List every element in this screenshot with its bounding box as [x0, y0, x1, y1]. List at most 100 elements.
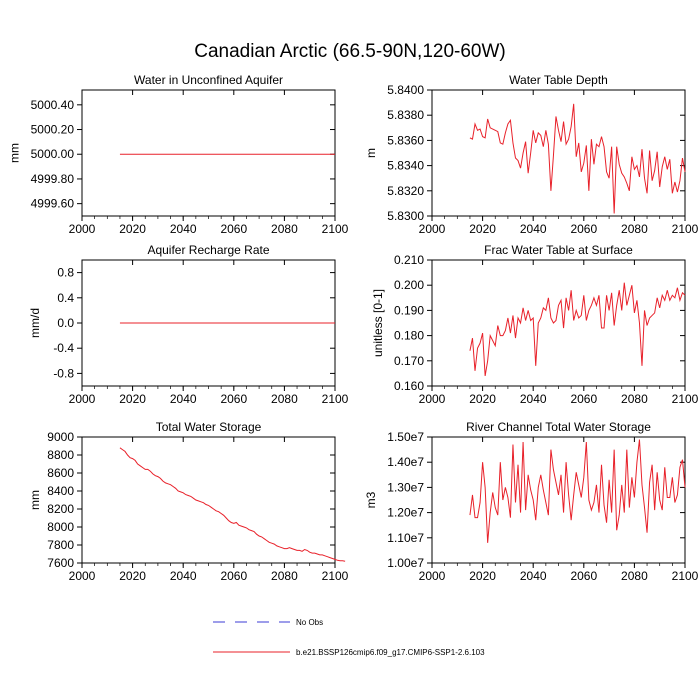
y-axis-label: mm — [7, 143, 21, 163]
y-tick-label: 4999.80 — [31, 172, 75, 186]
x-tick-label: 2040 — [520, 569, 547, 583]
x-tick-label: 2080 — [621, 222, 648, 236]
y-tick-label: 1.20e7 — [387, 506, 424, 520]
x-tick-label: 2000 — [419, 569, 446, 583]
y-tick-label: 0.200 — [394, 278, 424, 292]
x-tick-label: 2040 — [520, 392, 547, 406]
legend: No Obs b.e21.BSSP126cmip6.f09_g17.CMIP6-… — [213, 618, 485, 657]
x-tick-label: 2060 — [220, 569, 247, 583]
y-axis-label: mm — [28, 490, 42, 510]
y-tick-label: -0.8 — [53, 366, 74, 380]
y-tick-label: 5000.00 — [31, 147, 75, 161]
y-tick-label: 5000.20 — [31, 123, 75, 137]
y-tick-label: 5.8380 — [387, 108, 424, 122]
y-tick-label: 0.210 — [394, 253, 424, 267]
x-tick-label: 2000 — [419, 222, 446, 236]
series-line — [469, 439, 686, 543]
series-line — [469, 282, 686, 377]
panel-title: River Channel Total Water Storage — [466, 420, 651, 434]
x-tick-label: 2040 — [170, 392, 197, 406]
x-tick-label: 2020 — [119, 222, 146, 236]
panel-total-water-storage: Total Water Storage 2000 2020 2040 2060 2080 2… — [28, 420, 349, 583]
y-tick-label: 8200 — [47, 502, 74, 516]
panel-frac-water-table-at-surface: Frac Water Table at Surface 2000 2020 2040 2… — [371, 243, 699, 406]
y-tick-label: 8800 — [47, 448, 74, 462]
x-tick-label: 2100 — [322, 392, 349, 406]
plot-frame — [431, 89, 686, 217]
x-tick-label: 2000 — [69, 222, 96, 236]
plot-frame — [431, 436, 686, 564]
plot-frame — [81, 89, 336, 217]
y-tick-label: 4999.60 — [31, 197, 75, 211]
panel-title: Water Table Depth — [509, 73, 608, 87]
x-tick-label: 2000 — [69, 569, 96, 583]
x-tick-label: 2060 — [570, 222, 597, 236]
x-tick-label: 2060 — [570, 569, 597, 583]
panel-title: Frac Water Table at Surface — [484, 243, 633, 257]
y-tick-label: 8000 — [47, 520, 74, 534]
x-tick-label: 2080 — [271, 392, 298, 406]
series-line — [119, 447, 346, 562]
y-axis-label: m — [364, 148, 378, 158]
y-tick-label: 1.00e7 — [387, 556, 424, 570]
y-tick-label: 0.190 — [394, 303, 424, 317]
plot-frame — [81, 436, 336, 564]
y-tick-label: 5.8320 — [387, 184, 424, 198]
y-tick-label: 0.180 — [394, 329, 424, 343]
y-tick-label: 0.8 — [57, 266, 74, 280]
x-tick-label: 2020 — [469, 392, 496, 406]
y-tick-label: 0.4 — [57, 291, 74, 305]
x-tick-label: 2060 — [220, 222, 247, 236]
x-tick-label: 2100 — [322, 222, 349, 236]
x-tick-label: 2020 — [119, 569, 146, 583]
y-tick-label: 1.40e7 — [387, 455, 424, 469]
panel-water-table-depth: Water Table Depth 2000 2020 2040 2060 2080 210… — [364, 73, 698, 236]
legend-case-label: b.e21.BSSP126cmip6.f09_g17.CMIP6-SSP1-2.… — [296, 648, 485, 657]
y-tick-label: 1.30e7 — [387, 480, 424, 494]
y-tick-label: 0.160 — [394, 379, 424, 393]
series-line — [469, 103, 686, 214]
y-tick-label: -0.4 — [53, 341, 74, 355]
y-tick-label: 7600 — [47, 556, 74, 570]
x-tick-label: 2040 — [170, 569, 197, 583]
x-tick-label: 2080 — [621, 569, 648, 583]
x-tick-label: 2100 — [672, 222, 699, 236]
y-tick-label: 0.0 — [57, 316, 74, 330]
y-tick-label: 5.8300 — [387, 209, 424, 223]
panel-aquifer-recharge-rate: Aquifer Recharge Rate 2000 2020 2040 2060 208… — [28, 243, 349, 406]
y-axis-label: mm/d — [28, 308, 42, 338]
legend-no-obs-label: No Obs — [296, 618, 323, 627]
y-tick-label: 8400 — [47, 484, 74, 498]
x-tick-label: 2100 — [672, 392, 699, 406]
panel-title: Water in Unconfined Aquifer — [134, 73, 283, 87]
y-tick-label: 5000.40 — [31, 98, 75, 112]
y-tick-label: 5.8400 — [387, 83, 424, 97]
x-tick-label: 2060 — [220, 392, 247, 406]
x-tick-label: 2000 — [69, 392, 96, 406]
x-tick-label: 2000 — [419, 392, 446, 406]
y-axis-label: m3 — [364, 491, 378, 508]
panel-title: Aquifer Recharge Rate — [147, 243, 269, 257]
y-axis-label: unitless [0-1] — [371, 289, 385, 357]
y-tick-label: 5.8360 — [387, 133, 424, 147]
x-tick-label: 2040 — [520, 222, 547, 236]
figure-title: Canadian Arctic (66.5-90N,120-60W) — [194, 41, 506, 62]
panel-water-in-unconfined-aquifer: Water in Unconfined Aquifer 2000 2020 2040 2… — [7, 73, 348, 236]
x-tick-label: 2100 — [672, 569, 699, 583]
x-tick-label: 2080 — [621, 392, 648, 406]
x-tick-label: 2080 — [271, 569, 298, 583]
panel-river-channel-total-water-storage: River Channel Total Water Storage 2000 202… — [364, 420, 698, 583]
x-tick-label: 2020 — [469, 569, 496, 583]
y-tick-label: 8600 — [47, 466, 74, 480]
y-tick-label: 9000 — [47, 430, 74, 444]
x-tick-label: 2100 — [322, 569, 349, 583]
panel-title: Total Water Storage — [156, 420, 262, 434]
x-tick-label: 2020 — [119, 392, 146, 406]
y-tick-label: 7800 — [47, 538, 74, 552]
x-tick-label: 2040 — [170, 222, 197, 236]
y-tick-label: 1.10e7 — [387, 531, 424, 545]
x-tick-label: 2020 — [469, 222, 496, 236]
x-tick-label: 2060 — [570, 392, 597, 406]
y-tick-label: 5.8340 — [387, 159, 424, 173]
